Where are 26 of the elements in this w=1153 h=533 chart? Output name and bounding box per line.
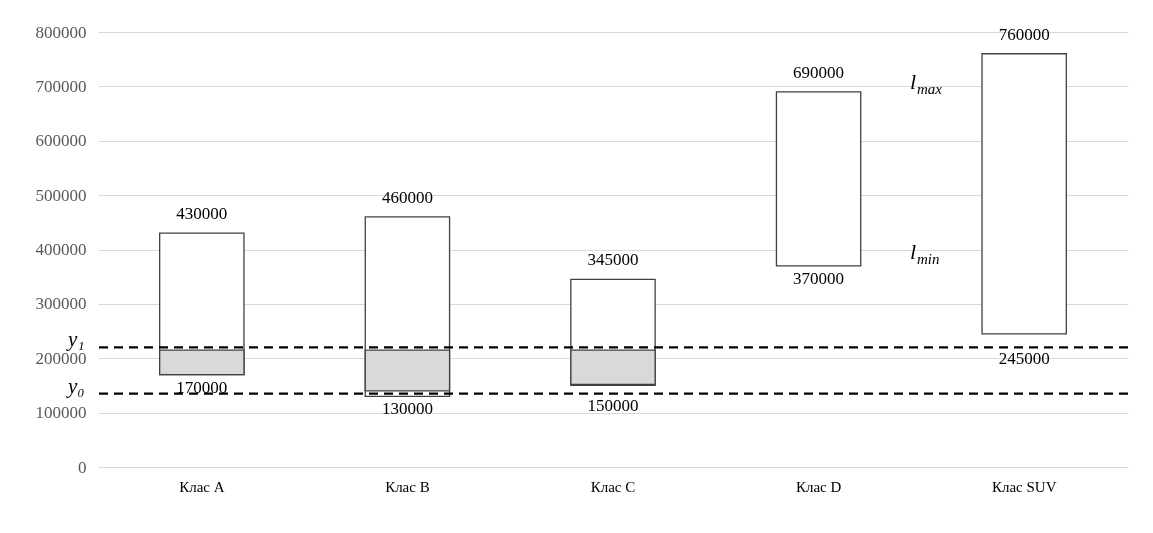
bar — [981, 53, 1067, 335]
ref-line-label: y₀ — [66, 373, 85, 398]
x-tick-label: Клас D — [795, 478, 842, 495]
y-tick-label: 800000 — [35, 22, 87, 42]
y-tick-label: 600000 — [35, 131, 87, 151]
x-tick-label: Клас B — [385, 478, 430, 495]
annotation: 150000 — [587, 395, 639, 415]
x-tick-label: Клас A — [179, 478, 225, 495]
annotation: 370000 — [793, 268, 845, 288]
annotation: 345000 — [587, 250, 639, 270]
y-tick-label: 0 — [78, 457, 87, 477]
x-tick-label: Клас C — [590, 478, 636, 495]
y-tick-label: 400000 — [35, 240, 87, 259]
y-tick-label: 700000 — [35, 76, 87, 96]
annotation: 130000 — [381, 399, 433, 419]
annotation: 460000 — [381, 187, 433, 207]
x-tick-label: Клас SUV — [991, 478, 1057, 495]
annotation: 690000 — [793, 62, 845, 82]
y-tick-label: 100000 — [35, 403, 87, 423]
y-tick-label: 300000 — [35, 294, 87, 314]
y-tick-label: 500000 — [35, 185, 87, 205]
annotation: 760000 — [998, 24, 1050, 44]
annotation: 430000 — [176, 204, 228, 224]
annotation: 170000 — [176, 377, 228, 397]
bar — [775, 91, 862, 267]
annotation: 245000 — [998, 349, 1050, 369]
